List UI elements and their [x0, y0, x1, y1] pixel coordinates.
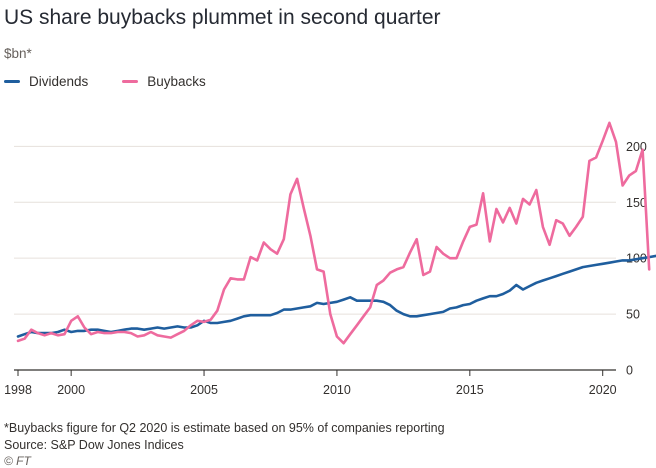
- y-tick-label-150: 150: [626, 196, 647, 210]
- x-tick-label-2010: 2010: [323, 383, 351, 397]
- x-tick-label-1998: 1998: [4, 383, 32, 397]
- source-note: Source: S&P Dow Jones Indices: [4, 438, 184, 452]
- y-tick-label-0: 0: [626, 364, 633, 378]
- legend-swatch-buybacks: [122, 80, 139, 83]
- chart-subtitle: $bn*: [4, 46, 32, 61]
- footnote: *Buybacks figure for Q2 2020 is estimate…: [4, 421, 445, 435]
- series-line-dividends: [16, 254, 656, 338]
- legend-label-dividends: Dividends: [29, 74, 89, 89]
- series-line-buybacks: [16, 121, 651, 345]
- x-tick-label-2015: 2015: [456, 383, 484, 397]
- legend-swatch-dividends: [4, 80, 20, 83]
- legend-item-dividends: Dividends: [4, 74, 88, 89]
- legend-item-buybacks: Buybacks: [122, 74, 206, 89]
- chart-title: US share buybacks plummet in second quar…: [4, 6, 441, 29]
- x-tick-label-2005: 2005: [190, 383, 218, 397]
- legend-label-buybacks: Buybacks: [147, 74, 206, 89]
- y-tick-label-50: 50: [626, 308, 640, 322]
- x-tick-label-2020: 2020: [589, 383, 617, 397]
- legend: Dividends Buybacks: [4, 74, 206, 89]
- x-tick-label-2000: 2000: [57, 383, 85, 397]
- ft-credit: © FT: [4, 454, 31, 468]
